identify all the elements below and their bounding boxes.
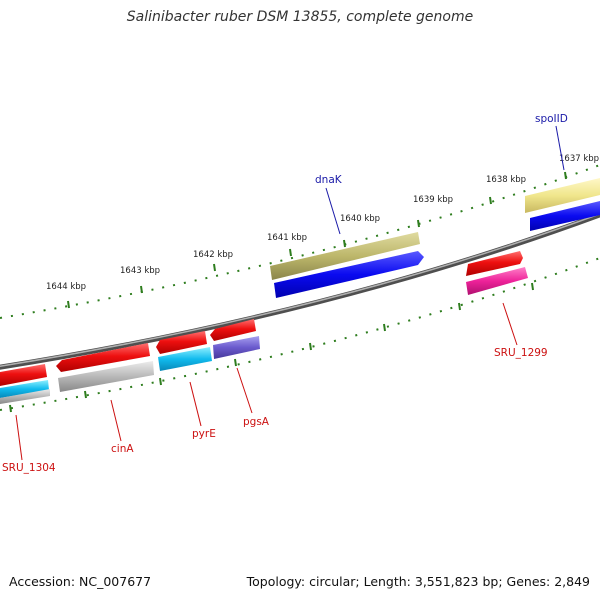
tick-label-1644: 1644 kbp — [46, 282, 86, 292]
gene-pgsA[interactable] — [210, 319, 260, 359]
accession-text: Accession: NC_007677 — [9, 574, 152, 589]
tick-label-1638: 1638 kbp — [486, 175, 526, 185]
tick-label-1641: 1641 kbp — [267, 233, 307, 243]
connector-cinA — [110, 399, 122, 442]
connector-dnaK — [325, 187, 341, 235]
label-SRU_1304: SRU_1304 — [2, 462, 56, 474]
connector-SRU_1299 — [502, 302, 518, 346]
connector-SRU_1304 — [15, 414, 23, 461]
tick-label-1640: 1640 kbp — [340, 214, 380, 224]
label-spoIID: spoIID — [535, 113, 568, 125]
major-ticks-upper — [67, 171, 567, 309]
gene-spoIID[interactable] — [525, 178, 600, 231]
label-SRU_1299: SRU_1299 — [494, 347, 548, 359]
gene-SRU_1304[interactable] — [0, 364, 50, 404]
label-dnaK: dnaK — [315, 174, 343, 186]
connector-spoIID — [555, 125, 565, 171]
genome-summary-text: Topology: circular; Length: 3,551,823 bp… — [246, 574, 590, 589]
tick-label-1643: 1643 kbp — [120, 266, 160, 276]
map-title: Salinibacter ruber DSM 13855, complete g… — [126, 9, 474, 25]
gene-cinA[interactable] — [56, 343, 154, 392]
genome-backbone — [0, 212, 600, 370]
label-pgsA: pgsA — [243, 416, 270, 428]
label-pyrE: pyrE — [192, 428, 216, 440]
label-cinA: cinA — [111, 443, 134, 455]
gene-SRU_1299[interactable] — [466, 251, 528, 295]
connector-pyrE — [189, 381, 202, 427]
gene-pyrE[interactable] — [156, 331, 212, 371]
tick-label-1637: 1637 kbp — [559, 154, 599, 164]
connector-pgsA — [236, 367, 253, 414]
tick-label-1642: 1642 kbp — [193, 250, 233, 260]
gene-dnaK[interactable] — [270, 232, 424, 298]
major-ticks-lower — [9, 282, 534, 413]
tick-label-1639: 1639 kbp — [413, 195, 453, 205]
